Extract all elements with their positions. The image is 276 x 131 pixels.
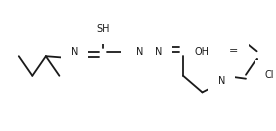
Text: N: N [155,47,163,57]
Text: N: N [218,48,225,58]
Text: N: N [136,47,143,57]
Text: N: N [218,76,225,86]
Text: OH: OH [194,47,209,57]
Text: SH: SH [96,24,110,34]
Text: =: = [229,46,238,56]
Text: H: H [129,48,135,57]
Text: N: N [71,47,79,57]
Text: Cl: Cl [264,70,274,80]
